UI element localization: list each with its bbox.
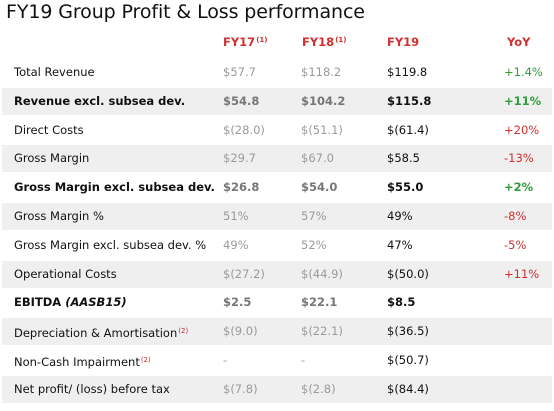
row-label: Non-Cash Impairment(2): [14, 347, 151, 374]
row-label: Gross Margin excl. subsea dev.: [14, 174, 215, 201]
row-label: Net profit/ (loss) before tax: [14, 376, 170, 403]
row-label-text: Total Revenue: [14, 65, 95, 79]
row-label: Depreciation & Amortisation(2): [14, 318, 188, 345]
row-label: Gross Margin %: [14, 203, 104, 230]
column-header-fy18: FY18(1): [302, 35, 346, 53]
row-label-text: Operational Costs: [14, 266, 117, 281]
cell-yoy: +1.4%: [504, 65, 543, 79]
table-row: Depreciation & Amortisation(2) $(9.0) $(22…: [2, 318, 552, 346]
column-header-yoy: YoY: [507, 35, 531, 49]
cell-fy19: $119.8: [387, 65, 428, 79]
table-row: Operational Costs $(27.2) $(44.9) $(50.0) +1…: [2, 260, 552, 288]
table-row: Gross Margin excl. subsea dev. % 49% 52% 47…: [2, 232, 552, 259]
cell-yoy: +2%: [504, 180, 534, 195]
column-header-fy17-note: (1): [256, 36, 268, 44]
cell-fy19: $8.5: [387, 295, 416, 310]
cell-fy19: $(50.7): [387, 353, 429, 367]
row-label-suffix: (AASB15): [65, 295, 127, 310]
table-row: Net profit/ (loss) before tax $(7.8) $(2.8…: [2, 375, 552, 403]
cell-fy17: $(27.2): [223, 266, 265, 281]
row-label-text: Net profit/ (loss) before tax: [14, 381, 170, 396]
table-row: Revenue excl. subsea dev. $54.8 $104.2 $115…: [2, 87, 552, 115]
row-label: Operational Costs: [14, 261, 117, 288]
row-label-text: Gross Margin excl. subsea dev. %: [14, 237, 207, 252]
cell-fy18: 52%: [301, 237, 327, 252]
page-title: FY19 Group Profit & Loss performance: [6, 1, 365, 23]
cell-fy19: $(50.0): [387, 266, 429, 281]
column-header-fy18-label: FY18: [302, 35, 335, 49]
cell-yoy: +20%: [504, 122, 540, 137]
row-label-footnote: (2): [140, 356, 151, 364]
cell-fy18: $(2.8): [301, 381, 336, 396]
cell-fy18: $22.1: [301, 295, 338, 310]
cell-fy18: $(44.9): [301, 266, 343, 281]
row-label-text: Gross Margin: [14, 151, 90, 166]
row-label: Total Revenue: [14, 59, 95, 86]
cell-fy17: $(9.0): [223, 324, 258, 339]
table-row: EBITDA (AASB15) $2.5 $22.1 $8.5: [2, 289, 552, 316]
cell-fy18: $67.0: [301, 151, 334, 166]
cell-yoy: -5%: [504, 237, 527, 252]
cell-fy19: $(84.4): [387, 381, 429, 396]
cell-fy17: $26.8: [223, 180, 260, 195]
cell-fy17: $54.8: [223, 93, 260, 108]
cell-fy19: $(36.5): [387, 324, 429, 339]
row-label-text: EBITDA: [14, 295, 62, 310]
cell-fy19: $115.8: [387, 93, 432, 108]
column-header-fy19: FY19: [387, 35, 420, 49]
cell-fy17: $(7.8): [223, 381, 258, 396]
row-label-text: Depreciation & Amortisation: [14, 326, 178, 341]
row-label: Gross Margin excl. subsea dev. %: [14, 232, 206, 259]
cell-yoy: -8%: [504, 209, 527, 223]
cell-fy17: 49%: [223, 237, 249, 252]
cell-fy19: $58.5: [387, 151, 420, 166]
column-header-fy18-note: (1): [335, 36, 347, 44]
row-label: Direct Costs: [14, 117, 84, 144]
row-label: Gross Margin: [14, 145, 89, 172]
cell-fy18: -: [301, 353, 306, 367]
cell-fy19: $(61.4): [387, 122, 429, 137]
row-label-footnote: (2): [178, 327, 189, 336]
column-header-fy17-label: FY17: [223, 35, 256, 49]
cell-fy18: $(51.1): [301, 122, 343, 137]
column-header-fy17: FY17(1): [223, 35, 267, 53]
cell-yoy: +11%: [504, 93, 542, 108]
row-label-text: Gross Margin excl. subsea dev.: [14, 180, 215, 195]
table-row: Non-Cash Impairment(2) - - $(50.7): [2, 347, 552, 374]
table-row: Gross Margin $29.7 $67.0 $58.5 -13%: [2, 145, 552, 173]
row-label-text: Direct Costs: [14, 122, 84, 137]
cell-fy19: 47%: [387, 237, 413, 252]
cell-fy18: $54.0: [301, 180, 338, 195]
row-label: Revenue excl. subsea dev.: [14, 88, 185, 115]
cell-yoy: -13%: [504, 151, 534, 166]
cell-fy17: 51%: [223, 209, 249, 223]
cell-fy18: $104.2: [301, 93, 346, 108]
cell-yoy: +11%: [504, 266, 540, 281]
table-row: Gross Margin excl. subsea dev. $26.8 $54.0…: [2, 174, 552, 201]
row-label-text: Non-Cash Impairment: [14, 355, 140, 369]
cell-fy19: 49%: [387, 209, 413, 223]
cell-fy18: $118.2: [301, 65, 342, 79]
table-row: Direct Costs $(28.0) $(51.1) $(61.4) +20%: [2, 117, 552, 144]
table-row: Gross Margin % 51% 57% 49% -8%: [2, 203, 552, 230]
table-row: Total Revenue $57.7 $118.2 $119.8 +1.4%: [2, 59, 552, 86]
row-label-text: Gross Margin %: [14, 209, 104, 223]
row-label-text: Revenue excl. subsea dev.: [14, 93, 186, 108]
cell-fy17: $(28.0): [223, 122, 265, 137]
cell-fy18: 57%: [301, 209, 327, 223]
cell-fy19: $55.0: [387, 180, 424, 195]
cell-fy18: $(22.1): [301, 324, 343, 339]
cell-fy17: $57.7: [223, 65, 256, 79]
row-label: EBITDA (AASB15): [14, 289, 127, 316]
cell-fy17: $29.7: [223, 151, 256, 166]
cell-fy17: -: [223, 353, 228, 367]
cell-fy17: $2.5: [223, 295, 252, 310]
